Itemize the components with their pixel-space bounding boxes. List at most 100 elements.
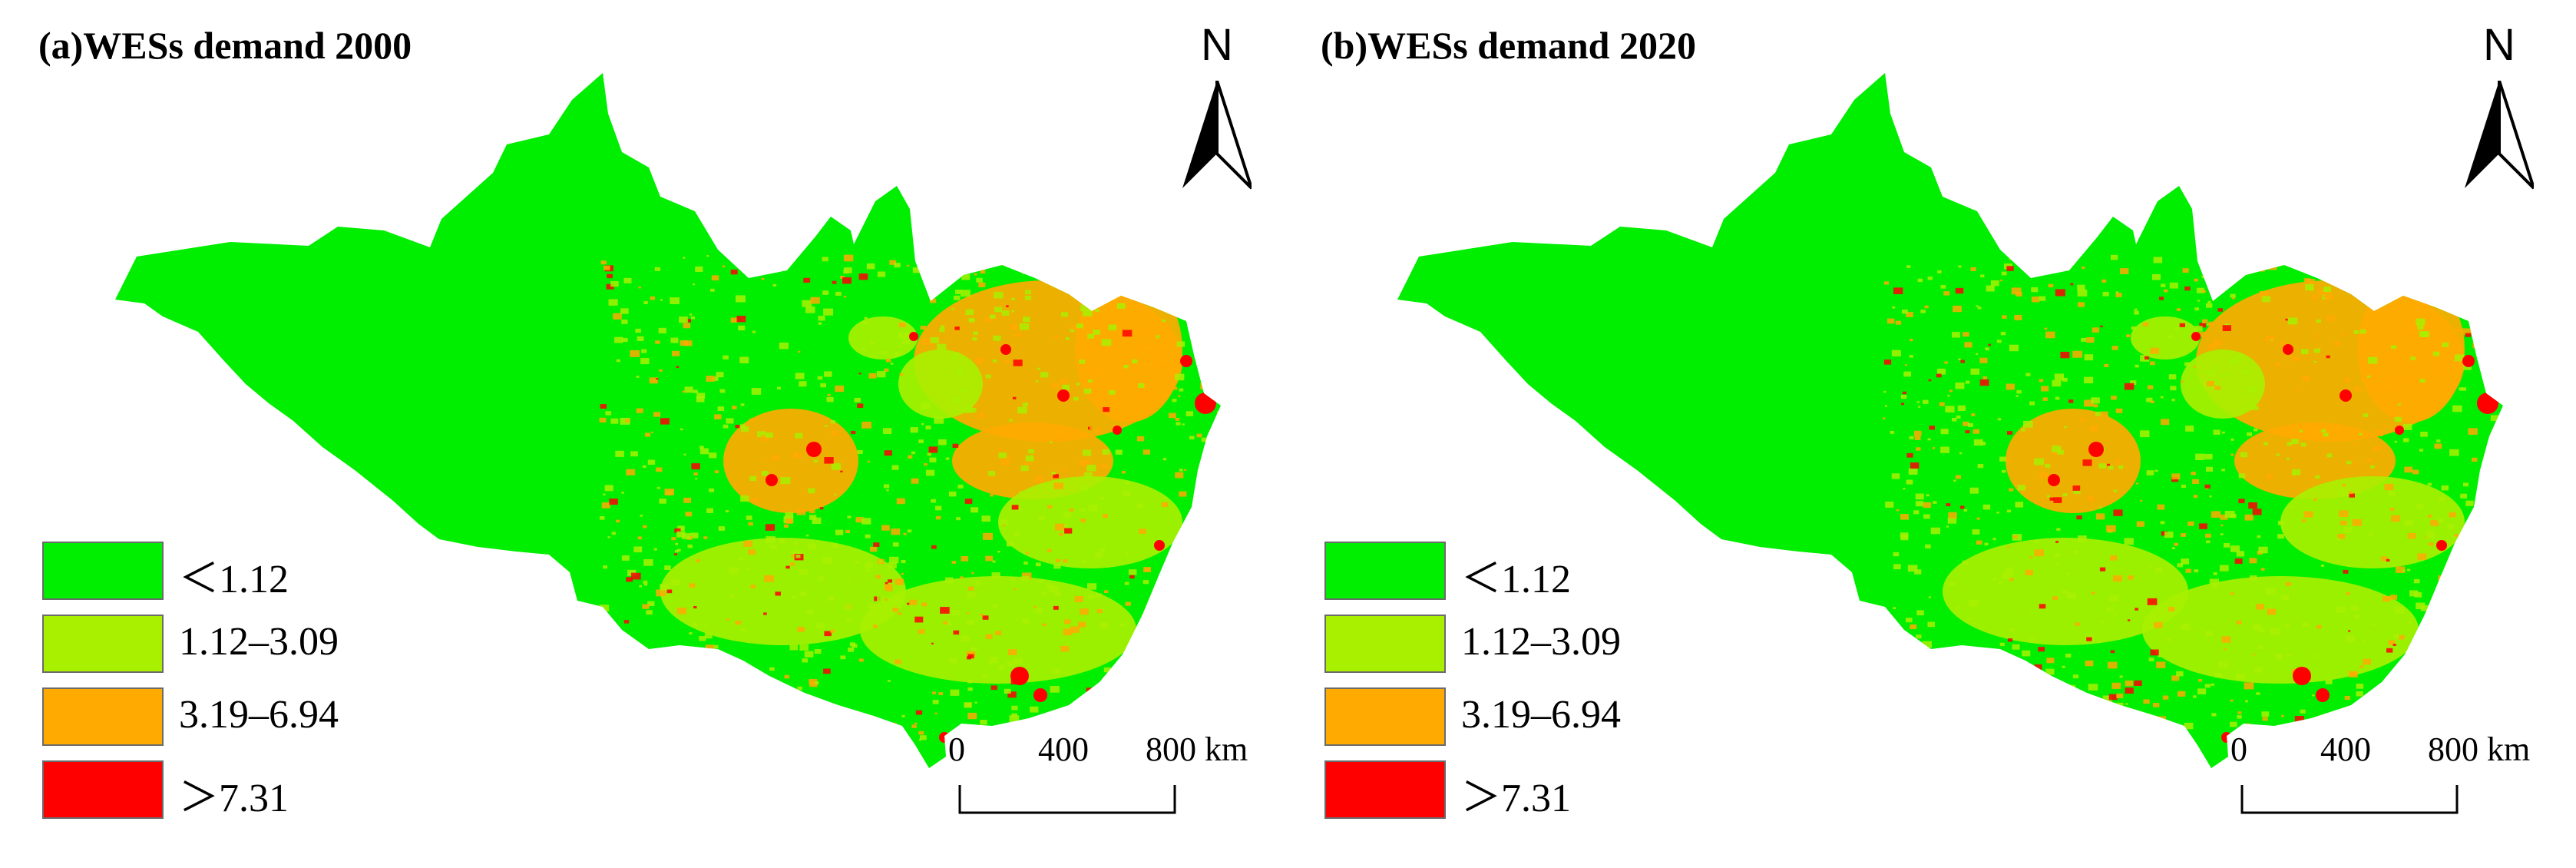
- demand-speckle: [1008, 649, 1017, 655]
- demand-speckle: [1989, 658, 1996, 662]
- demand-speckle: [2232, 297, 2235, 300]
- demand-speckle: [2034, 539, 2039, 543]
- demand-speckle: [2419, 331, 2428, 337]
- legend-label: 3.19–6.94: [179, 693, 339, 737]
- demand-speckle: [2198, 331, 2207, 337]
- demand-speckle: [2423, 271, 2426, 273]
- demand-speckle: [2394, 440, 2398, 443]
- demand-speckle: [778, 695, 787, 701]
- demand-speckle: [1104, 590, 1109, 593]
- demand-speckle: [802, 469, 805, 472]
- demand-speckle: [1121, 471, 1126, 474]
- demand-speckle: [2113, 509, 2123, 516]
- demand-speckle: [2482, 516, 2485, 518]
- demand-speckle: [964, 499, 973, 504]
- demand-speckle: [1182, 423, 1185, 426]
- legend-swatch: [42, 760, 164, 819]
- demand-speckle: [704, 623, 708, 626]
- demand-speckle: [1063, 628, 1073, 636]
- demand-speckle: [1062, 384, 1070, 390]
- demand-speckle: [802, 300, 812, 307]
- demand-speckle: [2007, 545, 2010, 548]
- demand-speckle: [636, 408, 643, 413]
- demand-speckle: [1088, 379, 1093, 383]
- demand-speckle: [2215, 673, 2222, 678]
- demand-speckle: [763, 612, 767, 615]
- demand-speckle: [1883, 359, 1892, 365]
- demand-speckle: [689, 632, 693, 635]
- demand-speckle: [719, 389, 726, 393]
- demand-speckle: [2178, 691, 2186, 697]
- demand-speckle: [2389, 354, 2396, 359]
- demand-speckle: [695, 649, 703, 654]
- demand-speckle: [1096, 593, 1103, 598]
- demand-speckle: [2089, 723, 2096, 728]
- demand-speckle: [2161, 283, 2166, 287]
- demand-speckle: [2261, 711, 2270, 717]
- demand-speckle: [656, 589, 666, 597]
- demand-speckle: [2091, 727, 2098, 733]
- demand-speckle: [813, 459, 818, 463]
- demand-speckle: [1120, 623, 1125, 627]
- demand-speckle: [942, 267, 951, 273]
- demand-speckle: [2154, 469, 2158, 472]
- demand-speckle: [692, 283, 696, 286]
- demand-speckle: [847, 515, 852, 518]
- demand-speckle: [664, 489, 674, 495]
- demand-speckle: [2483, 458, 2491, 463]
- legend-swatch: [42, 615, 164, 673]
- demand-speckle: [696, 393, 706, 399]
- demand-speckle: [970, 319, 974, 321]
- demand-speckle: [2009, 713, 2018, 719]
- demand-speckle: [1926, 494, 1930, 497]
- demand-speckle: [1980, 442, 1986, 446]
- demand-speckle: [726, 618, 729, 621]
- demand-speckle: [2496, 285, 2503, 292]
- demand-speckle: [2258, 546, 2268, 554]
- demand-speckle: [1080, 304, 1090, 311]
- demand-speckle: [980, 270, 986, 274]
- demand-speckle: [2224, 648, 2227, 651]
- demand-speckle: [1013, 396, 1017, 399]
- demand-speckle: [2439, 290, 2448, 297]
- demand-speckle: [1083, 719, 1090, 724]
- demand-speckle: [602, 708, 608, 713]
- demand-speckle: [2025, 373, 2031, 376]
- demand-speckle: [626, 469, 635, 475]
- demand-speckle: [996, 260, 1003, 266]
- demand-speckle: [1176, 341, 1185, 347]
- demand-speckle: [1132, 359, 1138, 364]
- demand-speckle: [2230, 592, 2234, 595]
- demand-speckle: [2392, 644, 2396, 646]
- demand-speckle: [931, 642, 934, 644]
- demand-speckle: [614, 336, 623, 343]
- demand-speckle: [967, 586, 974, 591]
- demand-speckle: [635, 328, 641, 333]
- demand-speckle: [2496, 299, 2503, 306]
- demand-speckle: [751, 388, 762, 395]
- demand-speckle: [2102, 291, 2109, 297]
- demand-speckle: [2427, 530, 2433, 535]
- demand-speckle: [2100, 702, 2103, 705]
- demand-speckle: [1177, 595, 1185, 601]
- demand-speckle: [885, 585, 893, 591]
- demand-speckle: [2437, 518, 2444, 523]
- demand-speckle: [2208, 343, 2216, 350]
- demand-speckle: [2390, 287, 2395, 290]
- demand-speckle: [687, 544, 693, 548]
- demand-speckle: [2082, 266, 2085, 269]
- demand-speckle: [1138, 383, 1145, 388]
- demand-speckle: [1059, 532, 1063, 536]
- demand-speckle: [2101, 279, 2107, 283]
- demand-speckle: [693, 472, 698, 475]
- demand-speckle: [2147, 598, 2158, 605]
- demand-speckle: [2163, 289, 2168, 293]
- demand-speckle: [1885, 502, 1894, 508]
- demand-speckle: [1953, 654, 1963, 662]
- demand-speckle: [2220, 514, 2228, 520]
- demand-speckle: [1205, 326, 1208, 329]
- demand-speckle: [1102, 449, 1110, 455]
- demand-hotspot: [1033, 688, 1047, 702]
- demand-speckle: [903, 532, 907, 535]
- demand-speckle: [2207, 323, 2210, 326]
